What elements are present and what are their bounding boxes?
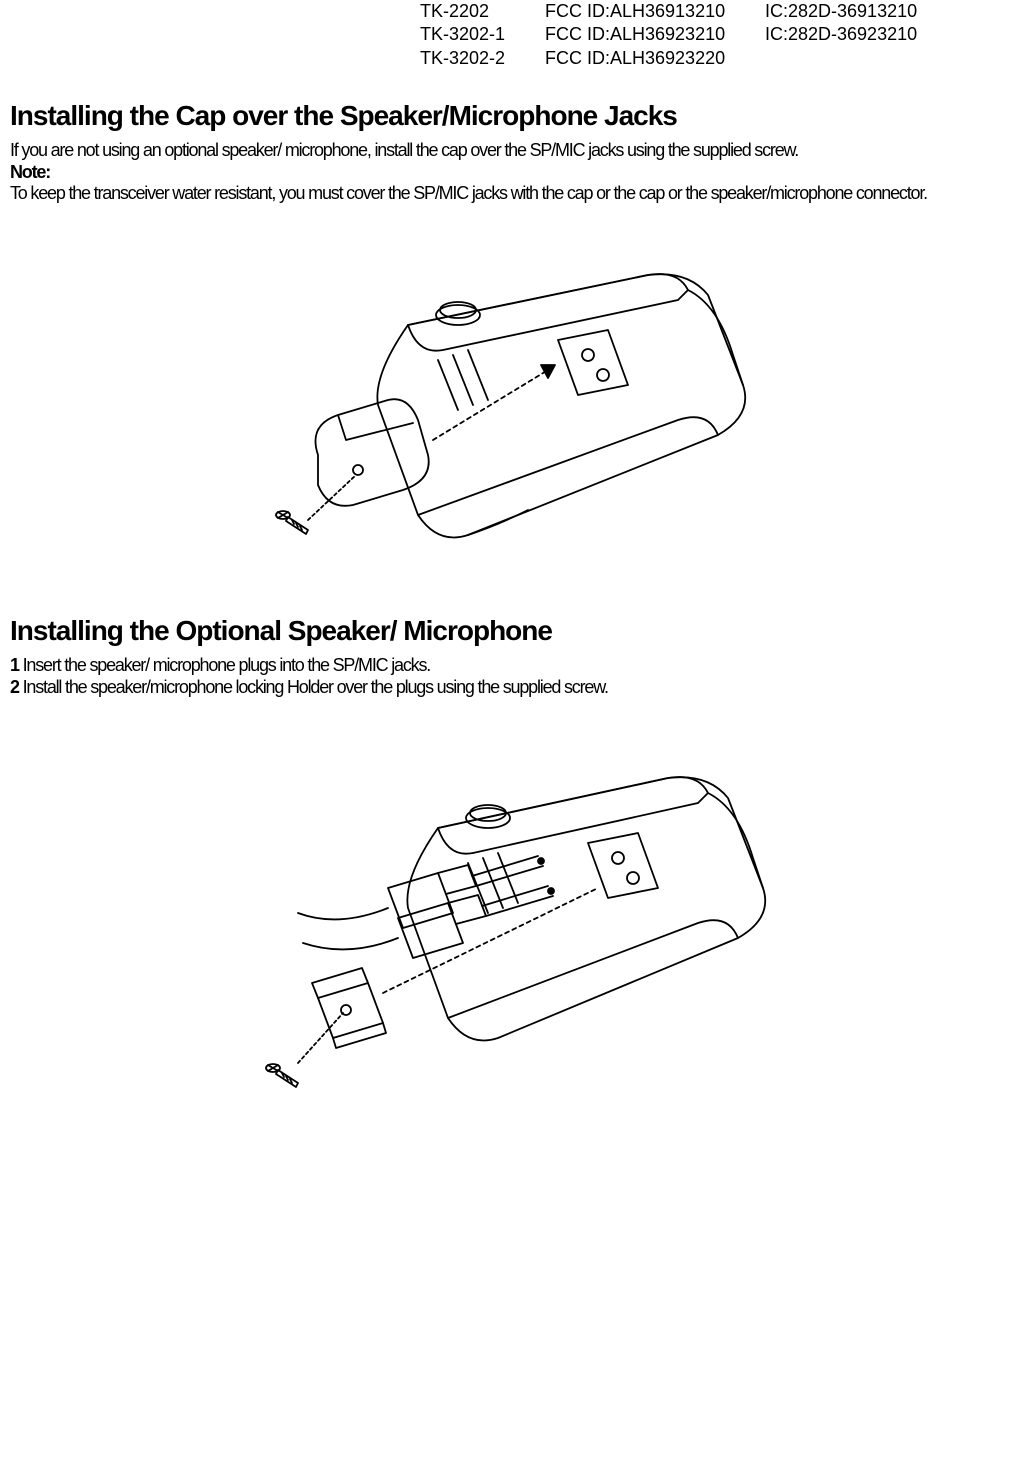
step-body: Insert the speaker/ microphone plugs int… bbox=[19, 655, 430, 675]
transceiver-cap-diagram-icon bbox=[258, 245, 778, 555]
table-row: TK-2202 FCC ID:ALH36913210 IC:282D-36913… bbox=[420, 0, 1025, 23]
note-label: Note: bbox=[10, 162, 50, 182]
transceiver-speaker-mic-diagram-icon bbox=[238, 738, 798, 1088]
table-row: TK-3202-2 FCC ID:ALH36923220 bbox=[420, 47, 1025, 70]
intro-text: If you are not using an optional speaker… bbox=[10, 140, 1025, 162]
note-text: To keep the transceiver water resistant,… bbox=[10, 183, 1025, 205]
model-cell: TK-2202 bbox=[420, 0, 545, 23]
fcc-cell: FCC ID:ALH36923210 bbox=[545, 23, 765, 46]
step-text: 2 Install the speaker/microphone locking… bbox=[10, 677, 1025, 699]
model-cell: TK-3202-2 bbox=[420, 47, 545, 70]
ic-cell bbox=[765, 47, 955, 70]
fcc-cell: FCC ID:ALH36923220 bbox=[545, 47, 765, 70]
ic-cell: IC:282D-36913210 bbox=[765, 0, 955, 23]
model-cell: TK-3202-1 bbox=[420, 23, 545, 46]
fcc-cell: FCC ID:ALH36913210 bbox=[545, 0, 765, 23]
section-title: Installing the Optional Speaker/ Microph… bbox=[10, 615, 1025, 647]
figure-speaker-mic-install bbox=[10, 738, 1025, 1088]
table-row: TK-3202-1 FCC ID:ALH36923210 IC:282D-369… bbox=[420, 23, 1025, 46]
figure-cap-install bbox=[10, 245, 1025, 555]
model-id-table: TK-2202 FCC ID:ALH36913210 IC:282D-36913… bbox=[420, 0, 1025, 70]
step-body: Install the speaker/microphone locking H… bbox=[19, 677, 608, 697]
section-title: Installing the Cap over the Speaker/Micr… bbox=[10, 100, 1025, 132]
ic-cell: IC:282D-36923210 bbox=[765, 23, 955, 46]
step-number: 2 bbox=[10, 677, 19, 697]
step-text: 1 Insert the speaker/ microphone plugs i… bbox=[10, 655, 1025, 677]
step-number: 1 bbox=[10, 655, 19, 675]
